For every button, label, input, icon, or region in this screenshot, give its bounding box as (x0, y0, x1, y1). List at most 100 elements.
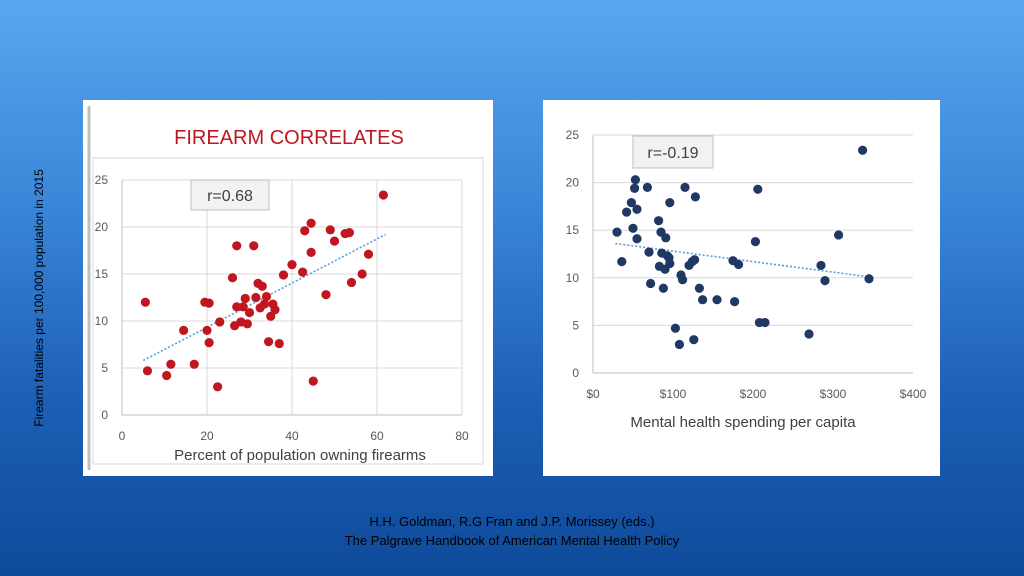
data-point (240, 293, 250, 304)
y-tick-label: 10 (95, 314, 109, 328)
correlation-label: r=-0.19 (647, 145, 698, 162)
data-point (215, 317, 225, 327)
y-tick-label: 0 (101, 408, 108, 422)
data-point (628, 223, 638, 233)
data-point (306, 247, 316, 257)
y-tick-label: 20 (95, 220, 109, 234)
data-point (179, 325, 189, 335)
data-point (753, 184, 763, 194)
data-point (278, 270, 289, 280)
x-tick-label: 20 (200, 429, 214, 443)
citation-book-title: The Palgrave Handbook of American Mental… (344, 533, 680, 548)
data-point (204, 338, 214, 348)
data-point (750, 237, 760, 247)
data-point (325, 225, 335, 235)
data-point (612, 227, 622, 237)
data-point (329, 236, 340, 246)
data-point (232, 241, 242, 251)
data-point (632, 204, 642, 214)
data-point (630, 175, 640, 185)
mental-health-spending-chart-panel: 0 5 10 15 20 25 $0 $100 $200 $300 $400 Mental healt… (543, 100, 940, 476)
data-point (202, 325, 212, 335)
data-point (259, 299, 269, 309)
x-axis-title: Percent of population owning firearms (174, 447, 426, 464)
data-point (321, 290, 331, 300)
data-point (670, 323, 680, 333)
x-tick-label: $100 (660, 387, 687, 401)
correlation-box (190, 179, 270, 211)
data-point (298, 267, 308, 277)
y-tick-label: 0 (572, 366, 579, 380)
data-point (204, 298, 214, 308)
data-point (654, 216, 664, 226)
data-point (690, 255, 700, 265)
x-tick-label: $0 (586, 387, 600, 401)
chart-title: FIREARM CORRELATES (174, 127, 404, 149)
data-point (816, 260, 826, 271)
data-point (646, 278, 656, 289)
data-point (698, 295, 708, 305)
citation-editors: H.H. Goldman, R.G Fran and J.P. Morissey… (369, 514, 655, 529)
chart-frame (92, 157, 484, 465)
data-point (378, 190, 388, 200)
data-point (264, 337, 274, 347)
data-point (142, 366, 153, 376)
x-tick-label: 60 (370, 429, 384, 443)
x-tick-label: 80 (455, 429, 469, 443)
data-point (274, 338, 284, 349)
data-point (308, 376, 318, 386)
firearm-ownership-scatter-svg: FIREARM CORRELATES 0 5 10 15 20 25 0 20 40 60 80 Per… (87, 106, 484, 470)
data-point (162, 370, 172, 381)
y-tick-label: 25 (566, 128, 580, 142)
data-point (227, 273, 238, 283)
data-point (189, 359, 199, 369)
data-point (617, 257, 627, 267)
data-point (363, 249, 374, 259)
data-point (251, 292, 261, 303)
data-point (834, 230, 844, 240)
data-point (760, 317, 770, 328)
mental-health-spending-scatter-svg: 0 5 10 15 20 25 $0 $100 $200 $300 $400 Mental healt… (566, 128, 927, 431)
data-point (257, 281, 267, 291)
data-point (166, 359, 176, 369)
firearm-ownership-chart-panel: FIREARM CORRELATES 0 5 10 15 20 25 0 20 40 60 80 Per… (83, 100, 493, 476)
x-tick-label: $400 (900, 387, 927, 401)
data-point (238, 302, 248, 312)
y-tick-label: 15 (95, 267, 109, 281)
data-point (674, 339, 684, 350)
data-point (300, 226, 310, 236)
data-point (690, 192, 700, 202)
data-point (306, 218, 316, 228)
data-point (622, 207, 632, 217)
data-point (665, 197, 675, 208)
y-tick-label: 15 (566, 223, 580, 237)
correlation-box (632, 135, 714, 169)
data-point (346, 277, 357, 288)
data-point (213, 382, 223, 392)
data-point (632, 234, 642, 244)
data-point (680, 182, 690, 192)
x-tick-label: 0 (119, 429, 126, 443)
data-point (344, 228, 354, 238)
data-point (661, 233, 671, 243)
y-tick-label: 5 (101, 361, 108, 375)
data-point (626, 197, 636, 208)
data-point (712, 295, 722, 305)
data-point (658, 283, 668, 293)
x-tick-label: $300 (820, 387, 847, 401)
data-point (730, 297, 740, 307)
x-axis-title: Mental health spending per capita (630, 414, 856, 431)
data-point (232, 302, 242, 312)
y-tick-label: 5 (572, 318, 579, 332)
x-tick-label: $200 (740, 387, 767, 401)
data-point (287, 260, 297, 270)
shared-y-axis-label: Firearm fatalities per 100,000 populatio… (32, 169, 46, 427)
correlation-label: r=0.68 (207, 188, 253, 205)
data-point (242, 319, 252, 329)
data-point (864, 274, 874, 284)
trendline (615, 242, 870, 278)
citation-caption: H.H. Goldman, R.G Fran and J.P. Morissey… (312, 512, 712, 550)
data-point (678, 275, 688, 285)
data-point (665, 258, 675, 269)
data-point (820, 276, 830, 286)
